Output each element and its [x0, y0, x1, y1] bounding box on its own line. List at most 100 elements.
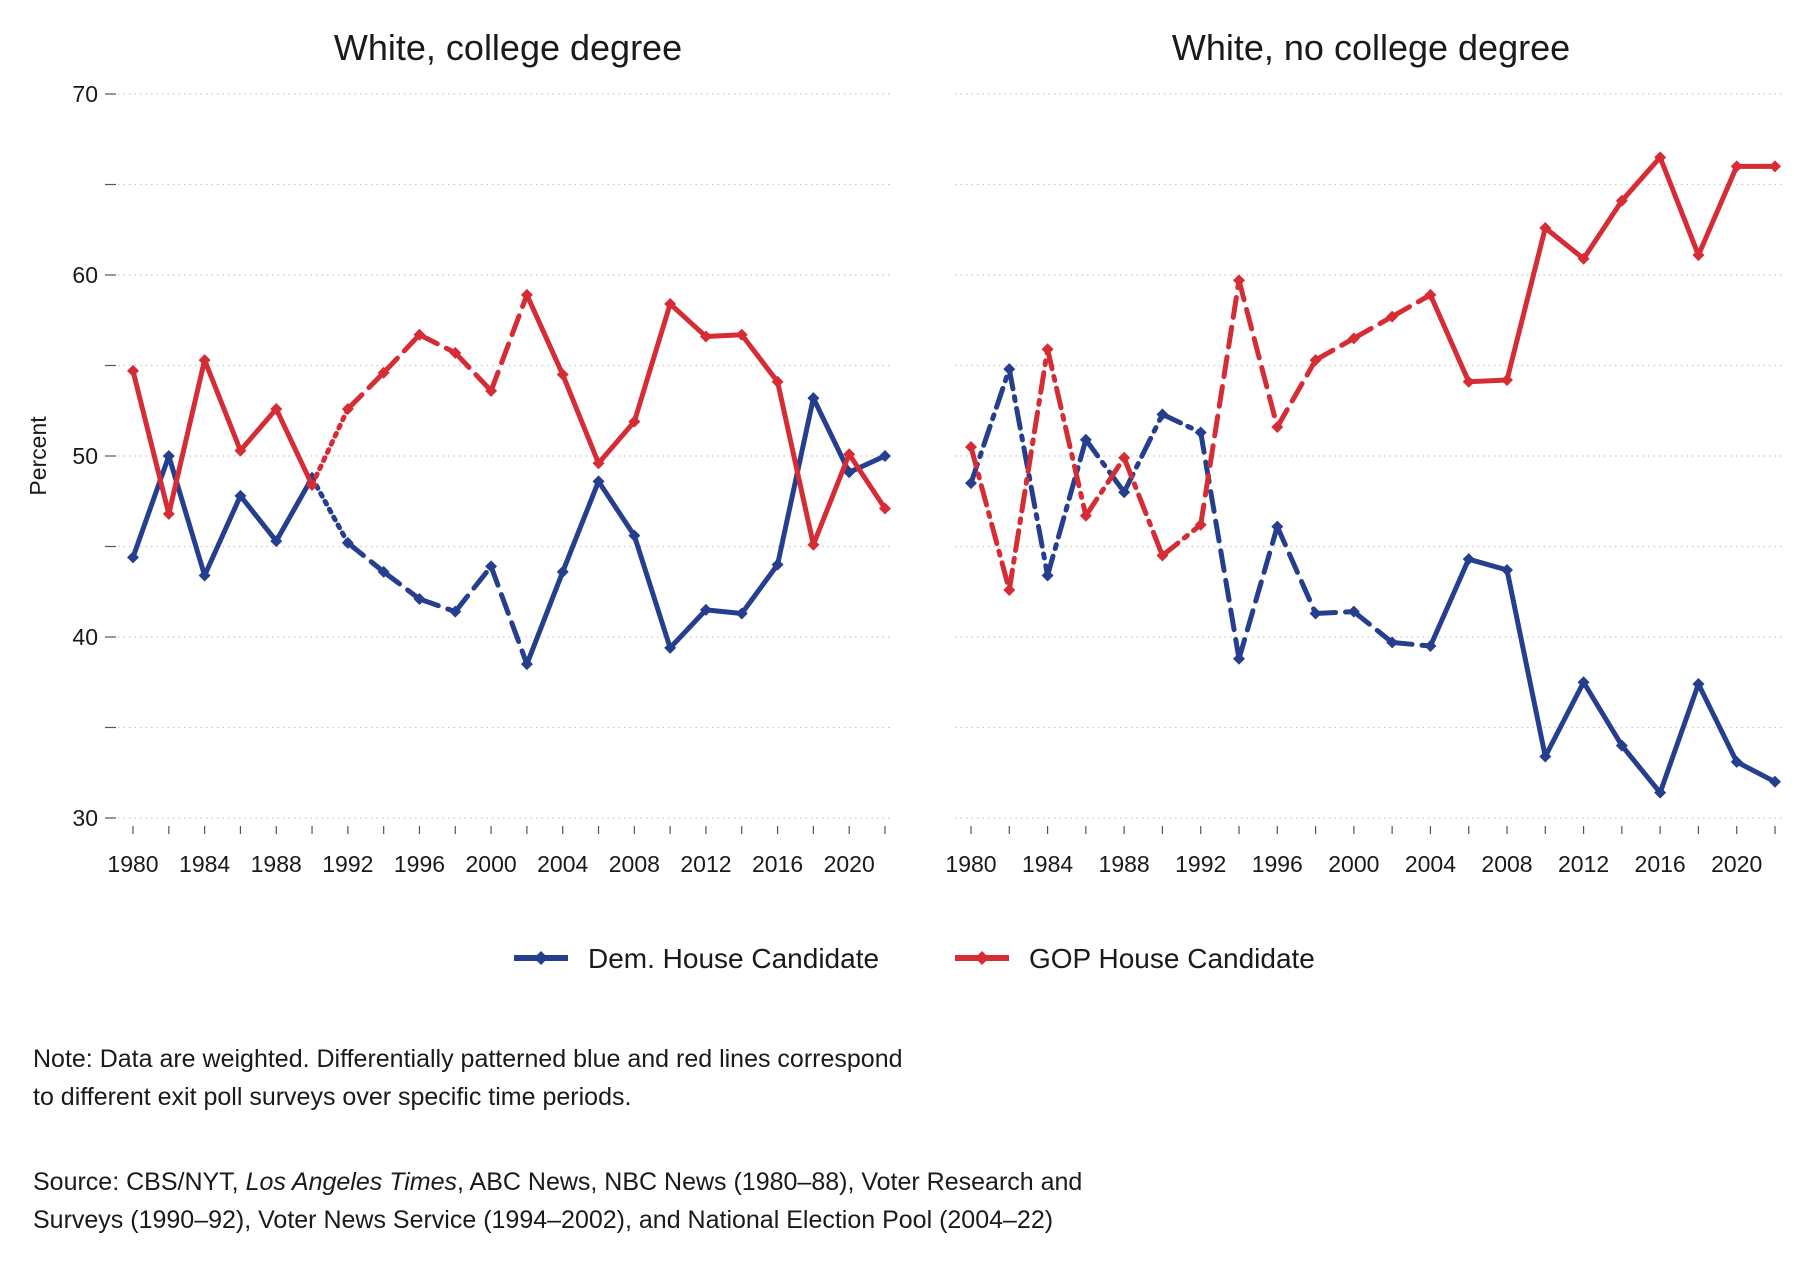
series-line-segment [1121, 411, 1165, 495]
series-line-segment [1695, 163, 1740, 258]
data-point [1577, 252, 1590, 265]
x-tick-label: 1988 [251, 851, 302, 877]
series-line-segment [1313, 335, 1357, 363]
data-point [592, 457, 605, 470]
series-line-segment [1351, 314, 1395, 341]
data-point [1501, 564, 1513, 577]
series-line-segment [1198, 429, 1242, 662]
legend-swatch-marker [975, 951, 989, 965]
data-point [1730, 160, 1743, 173]
series-line-segment [1083, 455, 1127, 519]
series-line-segment [739, 562, 781, 616]
legend-swatch-marker [534, 951, 548, 965]
data-point [1271, 421, 1284, 434]
series-line-segment [1427, 292, 1472, 385]
x-tick-label: 2004 [1405, 851, 1456, 877]
note-line-2: to different exit poll surveys over spec… [33, 1083, 632, 1111]
data-point [1041, 343, 1054, 356]
data-point [520, 288, 533, 301]
data-point [699, 603, 712, 616]
series-line-segment [1734, 759, 1778, 785]
data-point [1347, 605, 1360, 618]
series-line-segment [1159, 522, 1204, 559]
series-line-segment [202, 357, 243, 454]
data-point [735, 328, 748, 341]
data-point [1194, 426, 1207, 439]
series-line-segment [381, 569, 422, 602]
series-line-segment [1619, 154, 1663, 204]
data-point [807, 392, 820, 405]
series-line-segment [166, 357, 208, 517]
legend-entry: GOP House Candidate [1029, 943, 1315, 974]
series-line-segment [1313, 609, 1357, 616]
series-line-segment [631, 301, 673, 425]
series-line-segment [1619, 743, 1663, 796]
series-line-segment [237, 406, 279, 454]
data-point [1156, 408, 1169, 421]
series-line-segment [524, 569, 566, 667]
data-point [965, 477, 977, 490]
x-tick-label: 2004 [537, 851, 588, 877]
data-point [735, 607, 748, 620]
series-line-segment [130, 368, 172, 517]
data-point [1156, 549, 1169, 562]
series-line-segment [560, 478, 602, 575]
series-line-segment [130, 453, 172, 560]
data-point [843, 448, 856, 461]
series-line-segment [1657, 154, 1701, 258]
panel-title: White, no college degree [1172, 27, 1570, 68]
y-tick-label: 70 [72, 81, 98, 107]
data-point [1501, 373, 1513, 386]
series-line-segment [1542, 225, 1587, 262]
data-point [1692, 249, 1705, 262]
data-point [664, 641, 677, 654]
data-point [1194, 518, 1207, 531]
series-line-segment [1236, 524, 1280, 662]
data-point [1615, 194, 1628, 207]
x-tick-label: 1984 [179, 851, 230, 877]
legend-entry: Dem. House Candidate [588, 943, 879, 974]
y-tick-label: 30 [72, 805, 98, 831]
data-point [664, 297, 677, 310]
data-point [1347, 332, 1360, 345]
data-point [1309, 607, 1322, 620]
note-text: Note: Data are weighted. Differentially … [33, 1040, 903, 1116]
series-line-segment [1083, 437, 1127, 495]
series-line-segment [703, 607, 745, 616]
x-tick-label: 1980 [107, 851, 158, 877]
panel-title: White, college degree [334, 27, 682, 68]
x-tick-label: 2020 [824, 851, 875, 877]
data-point [1577, 676, 1590, 689]
series-line-segment [1542, 679, 1587, 759]
data-point [1615, 739, 1628, 752]
series-line-segment [1198, 277, 1242, 528]
x-tick-label: 2000 [1328, 851, 1379, 877]
data-point [270, 535, 283, 548]
data-point [234, 489, 247, 502]
data-point [520, 658, 533, 671]
chart: White, college degree 30 40 50 60 70 1980 1984 1… [25, 27, 1782, 974]
series-line-segment [1006, 346, 1051, 593]
series-line-segment [810, 395, 852, 475]
y-tick-label: 40 [72, 624, 98, 650]
data-point [1118, 451, 1131, 464]
data-point [341, 402, 354, 415]
y-axis-label: Percent [25, 416, 51, 496]
x-tick-label: 2012 [1558, 851, 1609, 877]
data-point [1386, 636, 1399, 649]
data-point [377, 366, 390, 379]
data-point [1539, 221, 1552, 234]
series-line-segment [667, 607, 709, 651]
data-point [413, 328, 426, 341]
data-point [1424, 288, 1437, 301]
source-suffix: , ABC News, NBC News (1980–88), Voter Re… [457, 1168, 1083, 1196]
x-tick-label: 2020 [1711, 851, 1762, 877]
data-point [807, 538, 820, 551]
series-line-segment [1427, 556, 1472, 649]
series-line-segment [631, 533, 673, 651]
series-line-segment [345, 370, 387, 412]
y-tick-label: 60 [72, 262, 98, 288]
data-point [1079, 433, 1092, 446]
series-line-segment [968, 444, 1012, 593]
series-line-segment [166, 453, 208, 578]
